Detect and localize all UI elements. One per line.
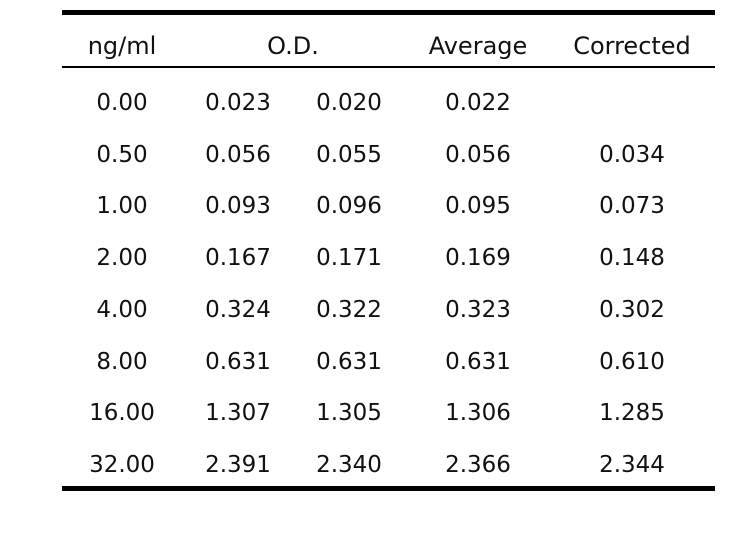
cell-average: 1.306	[445, 400, 511, 427]
cell-corrected: 0.034	[599, 141, 665, 168]
cell-concentration: 1.00	[96, 193, 148, 220]
cell-concentration: 2.00	[96, 245, 148, 272]
cell-concentration: 8.00	[96, 348, 148, 375]
bottom-rule	[62, 486, 715, 491]
cell-od1: 0.023	[205, 90, 271, 116]
cell-od2: 0.055	[316, 141, 382, 168]
cell-concentration: 16.00	[89, 400, 155, 427]
header-concentration: ng/ml	[87, 32, 157, 60]
cell-od1: 0.056	[205, 141, 271, 168]
cell-od1: 0.093	[205, 193, 271, 220]
cell-concentration: 0.00	[96, 90, 148, 116]
cell-corrected: 2.344	[599, 451, 665, 478]
cell-od2: 0.096	[316, 193, 382, 220]
cell-od2: 0.171	[316, 245, 382, 272]
cell-od1: 1.307	[205, 400, 271, 427]
cell-od2: 0.322	[316, 296, 382, 323]
cell-od2: 0.631	[316, 348, 382, 375]
header-rule	[62, 66, 715, 68]
cell-corrected: 0.302	[599, 296, 665, 323]
cell-concentration: 4.00	[96, 296, 148, 323]
cell-od1: 0.631	[205, 348, 271, 375]
cell-corrected: 0.148	[599, 245, 665, 272]
cell-concentration: 32.00	[89, 451, 155, 478]
cell-corrected: 0.073	[599, 193, 665, 220]
cell-od1: 0.324	[205, 296, 271, 323]
cell-average: 0.323	[445, 296, 511, 323]
cell-corrected: 1.285	[599, 400, 665, 427]
cell-od2: 1.305	[316, 400, 382, 427]
cell-average: 0.169	[445, 245, 511, 272]
cell-corrected: 0.610	[599, 348, 665, 375]
cell-average: 2.366	[445, 451, 511, 478]
cell-od2: 2.340	[316, 451, 382, 478]
header-average: Average	[428, 32, 528, 60]
cell-od1: 0.167	[205, 245, 271, 272]
cell-average: 0.631	[445, 348, 511, 375]
cell-concentration: 0.50	[96, 141, 148, 168]
header-od: O.D.	[267, 32, 319, 60]
header-corrected: Corrected	[573, 32, 691, 60]
cell-od1: 2.391	[205, 451, 271, 478]
cell-average: 0.095	[445, 193, 511, 220]
cell-average: 0.056	[445, 141, 511, 168]
top-rule	[62, 10, 715, 15]
cell-od2: 0.020	[316, 90, 382, 116]
cell-average: 0.022	[445, 90, 511, 116]
